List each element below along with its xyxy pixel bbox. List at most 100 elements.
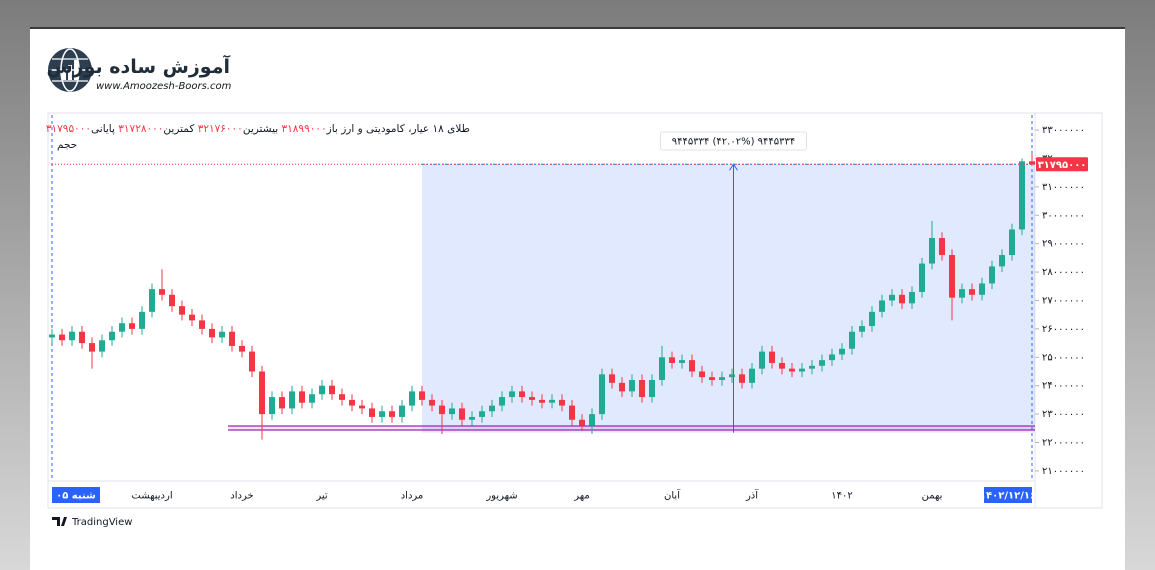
y-tick-label: ۲۴۰۰۰۰۰۰ <box>1042 381 1085 392</box>
candle-body <box>819 360 825 366</box>
candle-body <box>359 405 365 409</box>
y-tick-label: ۲۲۰۰۰۰۰۰ <box>1042 438 1085 449</box>
legend-label: باز <box>326 123 338 135</box>
brand-name: آموزش ساده بورس <box>46 56 230 78</box>
candle-body <box>859 326 865 332</box>
candle-body <box>259 371 265 415</box>
candle-body <box>229 331 235 346</box>
candle-body <box>429 399 435 406</box>
candle-body <box>719 377 725 381</box>
footer-text: TradingView <box>71 517 132 528</box>
x-tick-label: مرداد <box>401 491 424 502</box>
legend-value: ۳۲۱۷۶۰۰۰ <box>197 123 243 135</box>
tradingview-logo <box>52 517 67 526</box>
candle-body <box>929 237 935 264</box>
candle-body <box>749 368 755 383</box>
volume-label: حجم <box>57 139 78 151</box>
candle-body <box>299 391 305 403</box>
candle-body <box>959 289 965 298</box>
candle-body <box>489 405 495 412</box>
candle-body <box>839 348 845 355</box>
x-tick-label: تیر <box>315 491 328 502</box>
candle-body <box>919 263 925 292</box>
candle-body <box>469 416 475 420</box>
candle-body <box>579 419 585 426</box>
candle-body <box>569 405 575 420</box>
candle-body <box>549 399 555 403</box>
last-price-box <box>1036 157 1088 172</box>
candle-body <box>409 391 415 406</box>
candle-body <box>109 331 115 341</box>
candle-body <box>829 354 835 361</box>
legend-label: بیشترین <box>242 123 279 135</box>
chart-legend: طلای ۱۸ عیار، کامودیتی و ارز باز۳۱۸۹۹۰۰۰… <box>46 123 470 135</box>
y-tick-label: ۳۰۰۰۰۰۰۰ <box>1042 210 1085 221</box>
candle-body <box>209 328 215 338</box>
candle-body <box>389 411 395 417</box>
x-label-highlight <box>984 487 1032 503</box>
candle-body <box>179 306 185 315</box>
candle-body <box>1009 229 1015 256</box>
candle-body <box>1029 161 1035 165</box>
x-label-highlight <box>52 487 100 503</box>
symbol: طلای ۱۸ عیار، کامودیتی و ارز <box>341 123 470 135</box>
candle-body <box>149 289 155 312</box>
candle-body <box>49 334 55 338</box>
candle-body <box>669 357 675 363</box>
candle-body <box>589 414 595 426</box>
candle-body <box>909 291 915 304</box>
y-tick-label: ۳۳۰۰۰۰۰۰ <box>1042 125 1085 136</box>
candle-body <box>349 399 355 406</box>
candle-body <box>369 408 375 417</box>
legend-value: ۳۱۷۲۸۰۰۰ <box>118 123 164 135</box>
legend-value: ۳۱۸۹۹۰۰۰ <box>281 123 327 135</box>
candle-body <box>629 380 635 392</box>
legend-label: کمترین <box>163 123 195 135</box>
candle-body <box>899 294 905 304</box>
candle-body <box>739 374 745 383</box>
y-tick-label: ۳۱۰۰۰۰۰۰ <box>1042 182 1085 193</box>
x-tick-label: ۱۴۰۲/۱۲/۱۶ <box>980 491 1036 502</box>
x-tick-label: شنبه ۰۵ <box>56 491 96 502</box>
candle-body <box>769 351 775 363</box>
candle-body <box>879 300 885 312</box>
candle-body <box>889 294 895 301</box>
candle-body <box>319 385 325 395</box>
candle-body <box>499 397 505 406</box>
candle-body <box>69 331 75 341</box>
candle-body <box>969 289 975 295</box>
candle-body <box>449 408 455 415</box>
candle-body <box>189 314 195 321</box>
candle-body <box>599 374 605 415</box>
x-tick-label: بهمن <box>922 491 943 502</box>
candle-body <box>479 411 485 417</box>
candle-body <box>979 283 985 295</box>
y-tick-label: ۲۷۰۰۰۰۰۰ <box>1042 295 1085 306</box>
candle-body <box>289 391 295 409</box>
candle-body <box>169 294 175 307</box>
candle-body <box>59 334 65 341</box>
measure-label-box <box>660 131 807 151</box>
y-tick-label: ۲۸۰۰۰۰۰۰ <box>1042 267 1085 278</box>
candle-body <box>689 360 695 372</box>
candle-body <box>279 397 285 409</box>
x-tick-label: آذر <box>745 489 759 502</box>
candle-body <box>329 385 335 395</box>
candle-body <box>239 345 245 352</box>
candle-body <box>459 408 465 420</box>
candle-body <box>799 368 805 372</box>
candle-body <box>1019 161 1025 230</box>
legend-label: پایانی <box>91 123 115 135</box>
candle-body <box>989 266 995 284</box>
candle-body <box>699 371 705 378</box>
y-tick-label: ۲۶۰۰۰۰۰۰ <box>1042 324 1085 335</box>
candle-body <box>729 374 735 378</box>
candle-body <box>849 331 855 349</box>
candle-body <box>509 391 515 398</box>
candle-body <box>119 323 125 332</box>
candle-body <box>399 405 405 417</box>
x-tick-label: مهر <box>573 491 589 502</box>
candle-body <box>379 411 385 417</box>
